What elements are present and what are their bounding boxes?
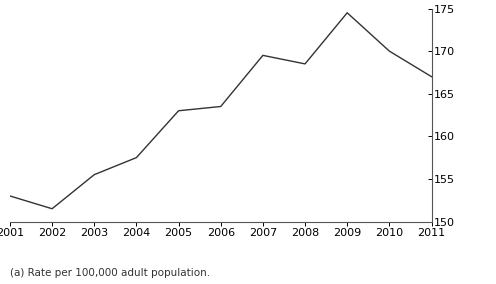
Text: (a) Rate per 100,000 adult population.: (a) Rate per 100,000 adult population. (10, 268, 210, 278)
